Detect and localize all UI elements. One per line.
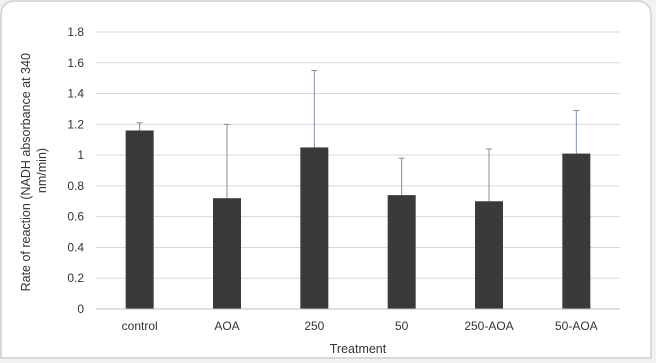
x-tick-label: 50-AOA [555,319,598,333]
x-tick-label: control [122,319,158,333]
x-tick-labels: control AOA 250 50 250-AOA 50-AOA [122,319,598,333]
y-axis-title-line-2: nm/min) [35,148,49,193]
y-tick-label: 0.8 [67,179,84,193]
x-tick-label: 250 [304,319,324,333]
y-tick-label: 1.8 [67,25,84,39]
bars [125,130,591,309]
bar [300,147,329,309]
bar [125,130,154,309]
y-axis-title-line-1: Rate of reaction (NADH absorbance at 340 [19,53,33,291]
bar [562,153,591,309]
gridlines [96,31,620,279]
x-tick-label: 50 [395,319,409,333]
x-tick-label: 250-AOA [464,319,513,333]
y-tick-label: 1 [77,148,84,162]
bar [387,195,416,309]
error-bars [136,69,580,273]
bar [213,198,241,309]
y-tick-labels: 0 0.2 0.4 0.6 0.8 1 1.2 1.4 1.6 1.8 [67,25,84,316]
y-axis-title: Rate of reaction (NADH absorbance at 340… [19,50,49,292]
y-tick-label: 0.2 [67,271,84,285]
bar [475,201,503,309]
y-tick-label: 0.6 [67,210,84,224]
y-tick-label: 1.2 [67,117,84,131]
y-tick-label: 1.6 [67,56,84,70]
bar-chart: 0 0.2 0.4 0.6 0.8 1 1.2 1.4 1.6 1.8 control AOA 250… [19,25,620,356]
x-tick-label: AOA [214,319,239,333]
y-tick-label: 0 [77,302,84,316]
x-axis-title: Treatment [330,342,387,356]
y-tick-label: 0.4 [67,240,84,254]
y-tick-label: 1.4 [67,87,84,101]
